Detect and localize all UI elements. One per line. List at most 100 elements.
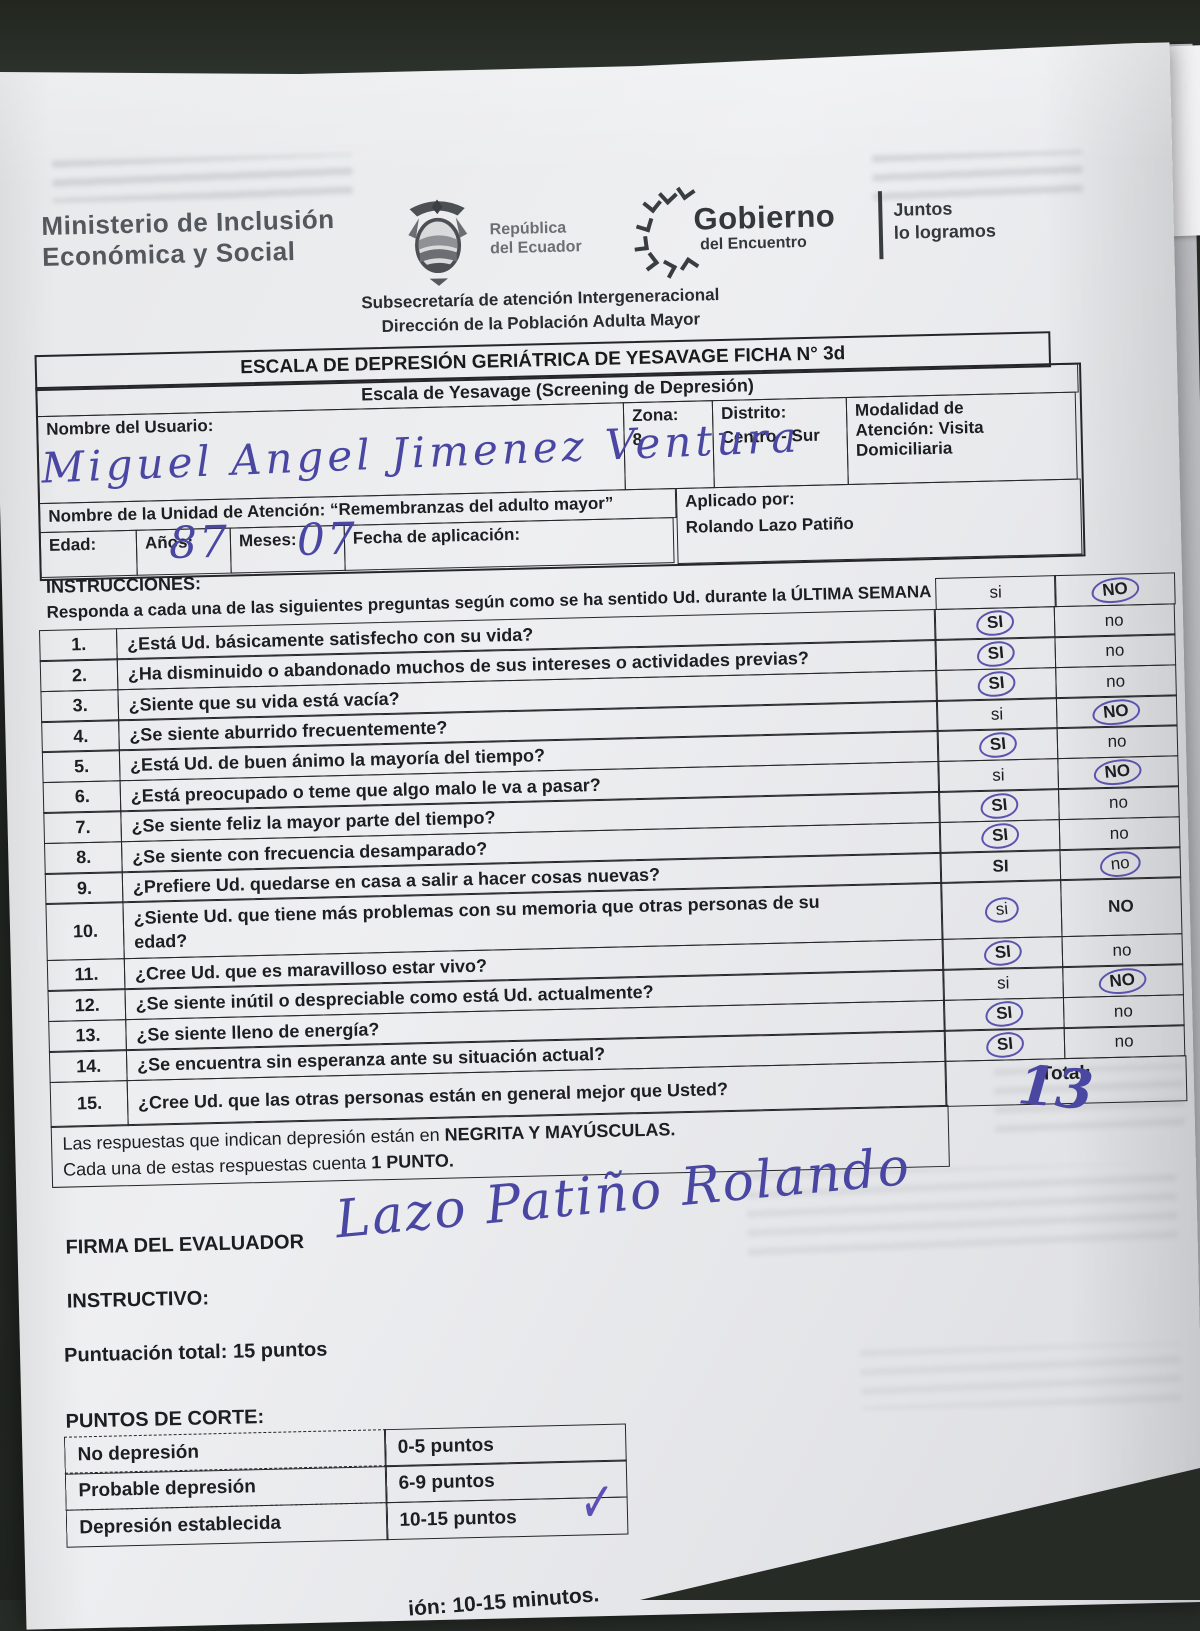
corte-category: Depresión establecida: [65, 1501, 389, 1548]
modalidad-line3: Domiciliaria: [855, 438, 953, 460]
header-si-cell: si: [934, 575, 1057, 611]
circled-answer: SI: [976, 669, 1017, 699]
answer-text: no: [1109, 823, 1129, 843]
answer-si-cell: SI: [939, 849, 1062, 885]
answer-text: si: [990, 704, 1004, 724]
header-no-circled: NO: [1090, 575, 1140, 605]
answer-text: no: [1108, 792, 1129, 813]
question-number: 11.: [47, 958, 126, 992]
answer-text: no: [1114, 1031, 1134, 1051]
answer-text: no: [1105, 671, 1126, 691]
question-number: 12.: [47, 988, 127, 1023]
answer-text: si: [992, 765, 1005, 785]
circled-answer: SI: [975, 639, 1016, 669]
question-number: 3.: [40, 688, 120, 723]
answer-si-cell: SI: [935, 666, 1058, 702]
circled-answer: SI: [974, 609, 1015, 638]
answer-text: no: [1112, 940, 1132, 960]
question-number: 7.: [43, 810, 123, 845]
question-number: 4.: [41, 719, 121, 754]
answer-no-cell: NO: [1059, 876, 1183, 938]
header-no-cell: NO: [1054, 572, 1176, 608]
answer-no-cell: no: [1054, 633, 1176, 669]
ecuador-coat-of-arms-icon: [408, 199, 468, 286]
answer-no-cell: no: [1059, 846, 1181, 882]
header-si: si: [989, 582, 1003, 603]
gobierno-submark: del Encuentro: [699, 233, 807, 254]
answer-si-cell: SI: [943, 996, 1065, 1032]
slogan-line2: lo logramos: [893, 220, 997, 243]
answer-no-cell: NO: [1061, 963, 1184, 999]
circled-answer: SI: [983, 999, 1025, 1029]
answer-no-cell: no: [1058, 815, 1181, 851]
circled-answer: NO: [1097, 966, 1148, 996]
question-number: 8.: [44, 840, 124, 875]
question-number: 5.: [42, 749, 121, 784]
total-cell: Total: 13: [944, 1052, 1188, 1122]
question-number: 1.: [39, 628, 119, 662]
answer-si-cell: SI: [936, 727, 1059, 763]
answer-si-cell: SI: [934, 636, 1057, 672]
answer-no-cell: no: [1062, 993, 1185, 1029]
circled-answer: SI: [984, 1030, 1025, 1059]
answer-no-cell: no: [1057, 785, 1180, 821]
gobierno-slogan: Juntos lo logramos: [893, 196, 996, 244]
pen-mark: ‘: [1177, 1513, 1197, 1545]
circled-answer: SI: [977, 730, 1018, 760]
fecha-aplicacion-cell: Fecha de aplicación:: [343, 517, 675, 571]
answer-text: no: [1113, 1001, 1134, 1021]
answer-no-cell: no: [1054, 663, 1177, 699]
answer-no-cell: NO: [1056, 755, 1179, 791]
answer-text: SI: [992, 856, 1009, 876]
question-number: 9.: [45, 871, 124, 906]
edad-cell: Edad:: [39, 529, 138, 579]
answer-si-cell: SI: [938, 788, 1060, 824]
scanned-form-paper: Ministerio de Inclusión Económica y Soci…: [0, 42, 1200, 1630]
answer-no-cell: no: [1061, 933, 1183, 968]
circled-answer: SI: [982, 939, 1023, 968]
circled-answer: NO: [1091, 697, 1142, 727]
puntuacion-total: Puntuación total: 15 puntos: [63, 1338, 328, 1367]
questions-rows: 1. ¿Está Ud. básicamente satisfecho con s…: [39, 603, 1192, 1128]
handwritten-meses: 07: [296, 513, 358, 567]
ministry-line2: Económica y Social: [41, 235, 296, 272]
answer-text: si: [996, 973, 1010, 993]
circled-answer: SI: [979, 791, 1020, 821]
puntos-de-corte-label: PUNTOS DE CORTE:: [65, 1406, 265, 1433]
circled-answer: si: [983, 895, 1020, 925]
instructivo-label: INSTRUCTIVO:: [66, 1287, 210, 1313]
answer-text: no: [1105, 640, 1125, 661]
answer-si-cell: SI: [933, 605, 1056, 641]
answer-si-cell: si: [936, 697, 1058, 733]
answer-si-cell: SI: [938, 818, 1061, 854]
question-number: 6.: [42, 780, 122, 814]
republic-label: República del Ecuador: [489, 218, 581, 258]
aplicado-por-cell: Aplicado por: Rolando Lazo Patiño: [675, 478, 1083, 565]
bleed-through-text: [860, 1342, 1182, 1410]
handwritten-total-score: 13: [1015, 1051, 1096, 1122]
aplicado-por-value: Rolando Lazo Patiño: [685, 513, 855, 537]
answer-si-cell: si: [940, 879, 1063, 941]
slogan-line1: Juntos: [893, 198, 953, 220]
ministry-name: Ministerio de Inclusión Económica y Soci…: [41, 204, 336, 273]
answer-si-cell: si: [942, 966, 1065, 1002]
aplicado-por-label: Aplicado por:: [684, 489, 795, 511]
question-number: 13.: [48, 1018, 128, 1053]
pen-mark: ’: [1141, 1495, 1152, 1526]
handwritten-anos: 87: [168, 516, 230, 570]
answer-no-cell: NO: [1055, 694, 1178, 730]
answer-no-cell: no: [1053, 603, 1176, 639]
answer-text: NO: [1107, 896, 1134, 917]
answer-no-cell: no: [1063, 1024, 1185, 1060]
answer-text: no: [1104, 610, 1124, 630]
modalidad-cell: Modalidad de Atención: Visita Domiciliar…: [845, 391, 1078, 486]
answer-no-cell: no: [1056, 724, 1178, 760]
circled-answer: SI: [979, 821, 1020, 851]
firma-evaluador-label: FIRMA DEL EVALUADOR: [65, 1231, 305, 1259]
republic-line2: del Ecuador: [489, 238, 582, 258]
question-number: 14.: [49, 1049, 129, 1084]
questions-table: si NO 1. ¿Está Ud. básicamente satisfecho…: [39, 572, 1194, 1188]
circled-answer: no: [1098, 849, 1142, 879]
puntos-corte-table: No depresión 0-5 puntos Probable depresión…: [64, 1423, 630, 1548]
